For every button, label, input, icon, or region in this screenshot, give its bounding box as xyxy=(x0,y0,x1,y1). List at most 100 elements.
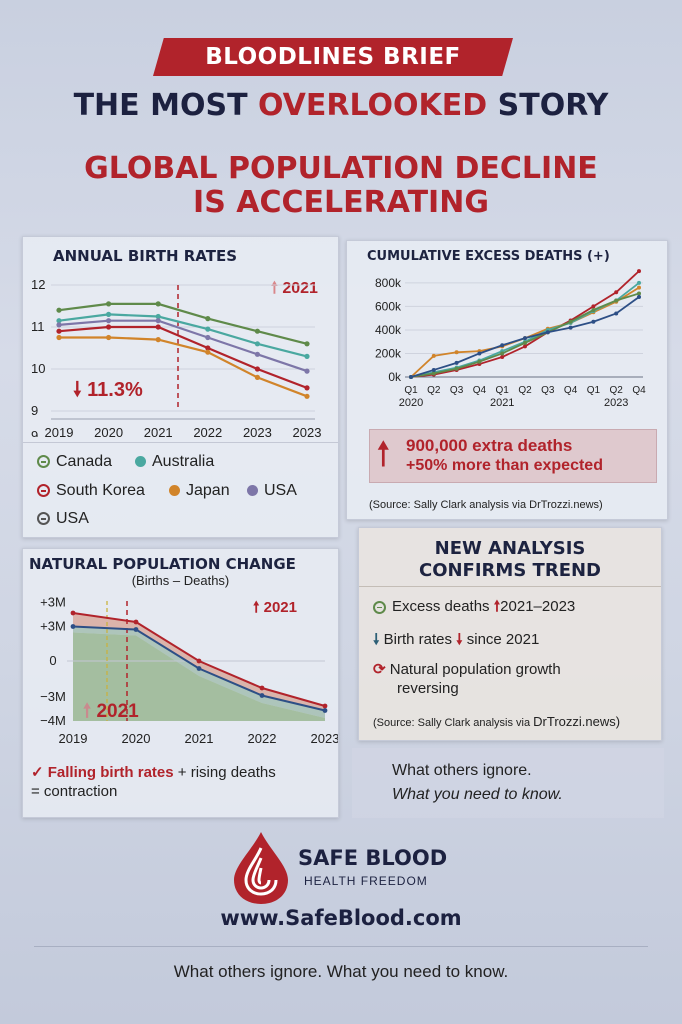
x-tick-label: 2023 xyxy=(311,731,338,746)
data-point xyxy=(500,355,505,359)
legend-south-korea: South Korea xyxy=(37,482,145,500)
data-point xyxy=(409,375,413,379)
data-point xyxy=(70,624,76,629)
x-tick-label: 2020 xyxy=(94,425,123,437)
data-point xyxy=(205,334,211,341)
series-line xyxy=(58,302,308,345)
data-point xyxy=(568,325,573,330)
y-tick-label: 9 xyxy=(31,428,38,437)
data-point xyxy=(431,353,436,358)
data-point xyxy=(614,298,619,303)
year-label: 2021 xyxy=(490,397,514,409)
minus-circle-icon xyxy=(373,600,386,614)
analysis-source-b: DrTrozzi.news) xyxy=(533,714,621,729)
data-point xyxy=(254,328,260,334)
footer-tagline: What others ignore. What you need to kno… xyxy=(173,962,509,981)
x-tick-label: Q4 xyxy=(564,385,578,396)
y-tick-label: +3M xyxy=(40,595,66,610)
data-point xyxy=(254,366,260,372)
analysis-item-3-b: reversing xyxy=(397,680,459,697)
data-point xyxy=(477,351,482,356)
data-point xyxy=(431,371,436,376)
y-tick-label: +3M xyxy=(40,619,66,634)
data-point xyxy=(56,322,62,328)
data-point xyxy=(304,385,310,391)
y-tick-label: 12 xyxy=(31,277,45,292)
legend-canada-label: Canada xyxy=(56,453,113,470)
excess-deaths-title: CUMULATIVE EXCESS DEATHS (+) xyxy=(367,249,610,264)
data-point xyxy=(106,324,112,330)
analysis-item-3: ⟳ Natural population growth reversing xyxy=(373,660,561,698)
tagline-line-1: What others ignore. xyxy=(392,762,532,779)
birth-callout-drop: 🠗 11.3% xyxy=(73,375,143,409)
analysis-item-1-b: 2021–2023 xyxy=(500,598,576,615)
x-tick-label: Q3 xyxy=(541,385,555,396)
area-band-green xyxy=(73,632,325,721)
data-point xyxy=(155,313,161,320)
data-point xyxy=(637,295,641,299)
headline-emphasis: OVERLOOKED xyxy=(257,88,488,123)
y-tick-label: 400k xyxy=(375,323,402,337)
x-tick-label: Q2 xyxy=(427,385,441,396)
dot-icon xyxy=(169,485,180,497)
data-point xyxy=(545,330,550,335)
birth-callout-year: 2021 xyxy=(282,280,318,297)
x-tick-label: 2020 xyxy=(122,731,151,746)
natural-change-title: NATURAL POPULATION CHANGE xyxy=(29,555,296,573)
data-point xyxy=(106,301,112,307)
area-band-teal xyxy=(73,626,325,718)
data-point xyxy=(205,326,211,332)
analysis-source-a: (Source: Sally Clark analysis via xyxy=(373,717,534,729)
arrow-down-icon: 🠗 xyxy=(373,631,380,648)
data-point xyxy=(254,341,260,347)
divider xyxy=(23,442,338,443)
divider xyxy=(34,946,648,947)
data-point xyxy=(106,311,112,317)
minus-circle-icon xyxy=(37,512,50,526)
excess-stat-1: 900,000 extra deaths xyxy=(406,436,573,455)
natural-callout-bottom-year: 2021 xyxy=(96,701,139,722)
dot-icon xyxy=(135,456,146,468)
natural-note: ✓ Falling birth rates + rising deaths = … xyxy=(31,763,331,801)
data-point xyxy=(591,319,596,324)
x-tick-label: 2022 xyxy=(193,425,222,437)
brand-sub: HEALTH FREEDOM xyxy=(304,874,428,888)
data-point xyxy=(155,337,161,343)
x-tick-label: Q4 xyxy=(632,385,646,396)
natural-change-subtitle: (Births – Deaths) xyxy=(131,573,230,588)
y-tick-label: 600k xyxy=(375,299,402,313)
data-point xyxy=(155,318,161,324)
data-point xyxy=(591,307,596,312)
data-point xyxy=(196,658,202,664)
brand-url-link[interactable]: www.SafeBlood.com xyxy=(220,906,462,930)
divider xyxy=(359,586,661,587)
series-line xyxy=(59,336,308,398)
analysis-item-1: Excess deaths 🠕2021–2023 xyxy=(373,596,575,621)
birth-drop-value: 11.3% xyxy=(87,379,143,401)
data-point xyxy=(304,393,310,399)
birth-callout-2021: 🠕 2021 xyxy=(271,277,318,304)
x-tick-label: Q2 xyxy=(610,385,624,396)
data-point xyxy=(205,345,211,351)
data-point xyxy=(106,334,112,341)
y-tick-label: 0k xyxy=(388,370,402,384)
data-point xyxy=(614,290,619,295)
analysis-item-3-a: Natural population growth xyxy=(389,661,561,678)
data-point xyxy=(259,685,265,691)
legend-japan: Japan xyxy=(169,482,230,500)
subheadline: GLOBAL POPULATION DECLINE IS ACCELERATIN… xyxy=(0,152,682,220)
headline: THE MOST OVERLOOKED STORY xyxy=(0,88,682,123)
data-point xyxy=(254,351,260,357)
data-point xyxy=(454,360,459,365)
legend-canada: Canada xyxy=(37,453,112,471)
headline-part-c: STORY xyxy=(487,88,609,123)
data-point xyxy=(591,304,596,309)
x-tick-label: 2023 xyxy=(243,425,272,437)
analysis-item-1-a: Excess deaths xyxy=(392,598,490,615)
data-point xyxy=(477,359,482,364)
arrow-up-icon: 🠕 xyxy=(83,701,92,722)
series-line xyxy=(410,270,640,378)
natural-callout-bottom: 🠕 2021 xyxy=(83,697,139,729)
excess-stat-box: 🠕 900,000 extra deaths +50% more than ex… xyxy=(369,429,657,483)
data-point xyxy=(322,703,328,709)
